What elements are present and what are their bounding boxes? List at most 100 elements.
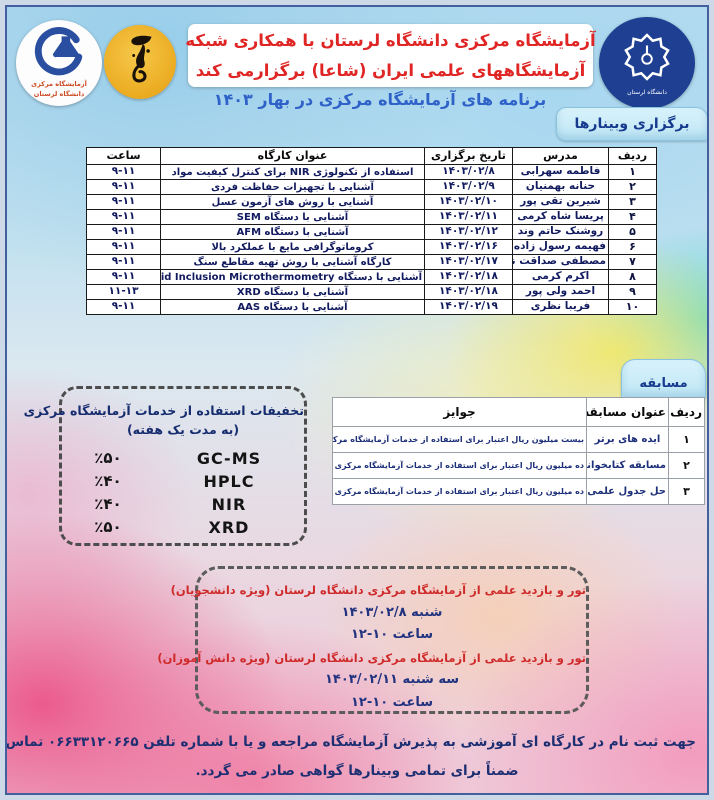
webinar-date: ۱۴۰۳/۰۲/۱۹	[424, 299, 513, 315]
discount-list: ٪۵۰ GC-MS ٪۴۰ HPLC ٪۴۰ NIR ٪۵۰ XRD	[62, 447, 304, 539]
discount-title-line1: تخفیفات استفاده از خدمات آزمایشگاه مرکزی	[23, 403, 304, 418]
webinar-row: ۵ روشنک حاتم وند ۱۴۰۳/۰۲/۱۲ آشنایی با دس…	[86, 224, 657, 240]
footer-registration-note: جهت ثبت نام در کارگاه ای آموزشی به پذیرش…	[0, 734, 696, 750]
discount-box: تخفیفات استفاده از خدمات آزمایشگاه مرکزی…	[23, 386, 307, 546]
lab-logo-caption-line2: دانشگاه لرستان	[33, 89, 85, 98]
header-title-box: آزمایشگاه مرکزی دانشگاه لرستان با همکاری…	[185, 24, 596, 87]
webinar-instructor: فاطمه سهرابی	[512, 164, 609, 180]
tour-date: شنبه ۱۴۰۳/۰۲/۸	[341, 604, 443, 620]
webinar-instructor: مصطفی صداقت نیا	[512, 254, 609, 270]
webinar-instructor: اکرم کرمی	[512, 269, 609, 285]
webinar-instructor: فهیمه رسول زاده	[512, 239, 609, 255]
webinar-time: ۹-۱۱	[86, 224, 161, 240]
webinar-row: ۴ پریسا شاه کرمی ۱۴۰۳/۰۲/۱۱ آشنایی با دس…	[86, 209, 657, 225]
col-header-prize: جوایز	[332, 397, 587, 427]
discount-service-name: NIR	[211, 494, 247, 514]
discount-percent: ٪۵۰	[94, 449, 122, 468]
tab-webinars: برگزاری وبینارها	[556, 107, 708, 141]
webinars-table: ردیف مدرس تاریخ برگزاری عنوان کارگاه ساع…	[86, 147, 657, 315]
discount-item: ٪۵۰ GC-MS	[62, 447, 304, 470]
webinar-title: آشنایی با دستگاه AAS	[160, 299, 425, 315]
webinar-title: کروماتوگرافی مایع با عملکرد بالا	[160, 239, 425, 255]
col-header-row-number: ردیف	[668, 397, 705, 427]
webinar-row-number: ۸	[608, 269, 657, 285]
col-header-date: تاریخ برگزاری	[424, 147, 513, 165]
webinar-date: ۱۴۰۳/۰۲/۱۶	[424, 239, 513, 255]
contest-title: ایده های برتر	[586, 426, 669, 453]
webinar-date: ۱۴۰۳/۰۲/۹	[424, 179, 513, 195]
webinar-title: استفاده از تکنولوژی NIR برای کنترل کیفیت…	[160, 164, 425, 180]
webinar-row-number: ۳	[608, 194, 657, 210]
webinar-title: آشنایی با دستگاه Fluid Inclusion Microth…	[160, 269, 425, 285]
contest-row-number: ۳	[668, 478, 705, 505]
webinar-instructor: پریسا شاه کرمی	[512, 209, 609, 225]
tour-time: ساعت ۱۰-۱۲	[351, 627, 433, 642]
webinar-time: ۹-۱۱	[86, 299, 161, 315]
contest-row: ۳ حل جدول علمی ده میلیون ریال اعتبار برا…	[332, 478, 705, 505]
webinar-date: ۱۴۰۳/۰۲/۱۷	[424, 254, 513, 270]
col-header-row-number: ردیف	[608, 147, 657, 165]
discount-item: ٪۵۰ XRD	[62, 516, 304, 539]
discount-service-name: GC-MS	[196, 448, 262, 468]
webinar-date: ۱۴۰۳/۰۲/۱۲	[424, 224, 513, 240]
contest-row: ۲ مسابقه کتابخوانی ده میلیون ریال اعتبار…	[332, 452, 705, 479]
webinar-row: ۳ شیرین تقی پور ۱۴۰۳/۰۲/۱۰ آشنایی با روش…	[86, 194, 657, 210]
webinar-title: کارگاه آشنایی با روش تهیه مقاطع سنگ	[160, 254, 425, 270]
contest-title: مسابقه کتابخوانی	[586, 452, 669, 479]
webinar-instructor: روشنک حاتم وند	[512, 224, 609, 240]
logo-shaa	[104, 25, 176, 99]
webinar-row-number: ۲	[608, 179, 657, 195]
title-line-2: آزمایشگاههای علمی ایران (شاعا) برگزارمی …	[195, 60, 586, 80]
webinar-row-number: ۱۰	[608, 299, 657, 315]
tab-contest: مسابقه	[621, 359, 706, 399]
tour-box: تور و بازدید علمی از آزمایشگاه مرکزی دان…	[157, 566, 589, 714]
webinar-row-number: ۶	[608, 239, 657, 255]
webinar-row-number: ۵	[608, 224, 657, 240]
webinar-title: آشنایی با دستگاه SEM	[160, 209, 425, 225]
discount-service-name: HPLC	[203, 471, 255, 491]
webinar-time: ۹-۱۱	[86, 254, 161, 270]
webinar-row: ۸ اکرم کرمی ۱۴۰۳/۰۲/۱۸ آشنایی با دستگاه …	[86, 269, 657, 285]
col-header-instructor: مدرس	[512, 147, 609, 165]
tour-title: تور و بازدید علمی از آزمایشگاه مرکزی دان…	[157, 650, 586, 665]
webinar-row: ۱ فاطمه سهرابی ۱۴۰۳/۰۲/۸ استفاده از تکنو…	[86, 164, 657, 180]
webinar-row-number: ۱	[608, 164, 657, 180]
discount-percent: ٪۴۰	[94, 495, 122, 514]
lab-flask-swirl-icon	[33, 26, 85, 80]
webinar-date: ۱۴۰۳/۰۲/۸	[424, 164, 513, 180]
webinar-time: ۹-۱۱	[86, 209, 161, 225]
discount-item: ٪۴۰ NIR	[62, 493, 304, 516]
discount-title-line2: (به مدت یک هفته)	[126, 422, 240, 438]
webinar-time: ۹-۱۱	[86, 194, 161, 210]
webinar-row: ۹ احمد ولی پور ۱۴۰۳/۰۲/۱۸ آشنایی با دستگ…	[86, 284, 657, 300]
webinar-date: ۱۴۰۳/۰۲/۱۸	[424, 269, 513, 285]
webinar-time: ۹-۱۱	[86, 239, 161, 255]
footer-certificate-note: ضمناً برای تمامی وبینارها گواهی صادر می …	[195, 763, 519, 779]
discount-percent: ٪۵۰	[94, 518, 122, 537]
webinar-row: ۶ فهیمه رسول زاده ۱۴۰۳/۰۲/۱۶ کروماتوگراف…	[86, 239, 657, 255]
university-logo-caption: دانشگاه لرستان	[627, 88, 667, 96]
contest-header-row: ردیف عنوان مسابقه جوایز	[332, 397, 705, 427]
col-header-workshop-title: عنوان کارگاه	[160, 147, 425, 165]
webinar-time: ۱۱-۱۳	[86, 284, 161, 300]
shaa-calligraphy-icon	[122, 31, 158, 93]
tour-title: تور و بازدید علمی از آزمایشگاه مرکزی دان…	[170, 583, 586, 597]
col-header-time: ساعت	[86, 147, 161, 165]
webinar-row: ۱۰ فریبا نظری ۱۴۰۳/۰۲/۱۹ آشنایی با دستگا…	[86, 299, 657, 315]
webinar-time: ۹-۱۱	[86, 164, 161, 180]
webinar-date: ۱۴۰۳/۰۲/۱۱	[424, 209, 513, 225]
contest-table: ردیف عنوان مسابقه جوایز ۱ ایده های برتر …	[332, 397, 705, 505]
discount-service-name: XRD	[208, 517, 250, 537]
webinar-time: ۹-۱۱	[86, 179, 161, 195]
webinar-row-number: ۷	[608, 254, 657, 270]
contest-title: حل جدول علمی	[586, 478, 669, 505]
webinar-time: ۹-۱۱	[86, 269, 161, 285]
tour-date: سه شنبه ۱۴۰۳/۰۲/۱۱	[325, 672, 459, 687]
lab-logo-caption-line1: آزمایشگاه مرکزی	[31, 80, 87, 88]
webinar-instructor: شیرین تقی پور	[512, 194, 609, 210]
webinar-title: آشنایی با دستگاه AFM	[160, 224, 425, 240]
webinar-row: ۲ حنانه بهمنیان ۱۴۰۳/۰۲/۹ آشنایی با تجهی…	[86, 179, 657, 195]
webinar-title: آشنایی با روش های آزمون عسل	[160, 194, 425, 210]
tour-time: ساعت ۱۰-۱۲	[351, 694, 433, 710]
